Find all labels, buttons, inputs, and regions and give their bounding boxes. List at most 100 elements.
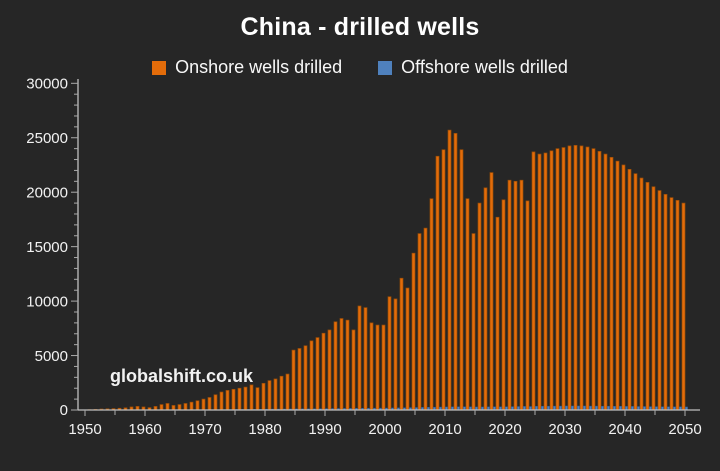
bar-onshore-2039 (615, 160, 620, 411)
bar-onshore-1988 (309, 340, 314, 411)
bar-onshore-1999 (375, 324, 380, 411)
bar-onshore-2008 (429, 198, 434, 411)
bar-onshore-2027 (543, 152, 548, 411)
x-axis-tick-label: 1960 (128, 421, 161, 438)
bar-onshore-1979 (255, 387, 260, 411)
bar-onshore-2016 (477, 202, 482, 411)
bar-onshore-1989 (315, 337, 320, 411)
y-axis-tick-label: 15000 (26, 239, 68, 256)
bar-onshore-1969 (195, 400, 200, 411)
legend-label-onshore: Onshore wells drilled (175, 57, 343, 77)
bar-onshore-1970 (201, 398, 206, 411)
bar-onshore-2003 (399, 277, 404, 411)
bar-onshore-2048 (669, 197, 674, 411)
bar-onshore-1990 (321, 332, 326, 411)
x-axis-tick-label: 2050 (668, 421, 701, 438)
bar-onshore-2002 (393, 298, 398, 411)
x-axis-tick-label: 2020 (488, 421, 521, 438)
bar-onshore-2044 (645, 182, 650, 411)
bar-onshore-1976 (237, 387, 242, 411)
bar-onshore-2009 (435, 155, 440, 411)
bar-onshore-1978 (249, 384, 254, 411)
bar-onshore-2012 (453, 133, 458, 411)
bar-onshore-2006 (417, 233, 422, 411)
bar-onshore-2033 (579, 145, 584, 411)
bar-onshore-1964 (165, 403, 170, 411)
legend-label-offshore: Offshore wells drilled (401, 57, 568, 77)
bar-onshore-1995 (351, 329, 356, 411)
bar-onshore-2037 (603, 153, 608, 411)
bar-onshore-2028 (549, 150, 554, 411)
bar-onshore-2049 (675, 200, 680, 411)
bar-onshore-2025 (531, 151, 536, 411)
bar-onshore-2026 (537, 153, 542, 411)
bar-onshore-1984 (285, 373, 290, 411)
x-axis-tick-label: 1980 (248, 421, 281, 438)
y-axis-tick-label: 10000 (26, 293, 68, 310)
bar-onshore-1980 (261, 382, 266, 411)
bar-onshore-1998 (369, 322, 374, 411)
bar-onshore-1993 (339, 318, 344, 411)
bar-onshore-2030 (561, 147, 566, 411)
x-axis-tick-label: 2010 (428, 421, 461, 438)
bar-onshore-1967 (183, 403, 188, 411)
bar-onshore-2014 (465, 198, 470, 411)
legend-swatch-onshore-icon (152, 60, 167, 75)
bar-onshore-1992 (333, 321, 338, 411)
y-axis-tick-label: 20000 (26, 184, 68, 201)
bar-onshore-2045 (651, 186, 656, 411)
bar-onshore-1994 (345, 319, 350, 411)
bar-onshore-2032 (573, 145, 578, 411)
bar-onshore-2013 (459, 149, 464, 411)
y-ticks-group: 0 5000 10000 15000 20000 25000 30000 (26, 76, 78, 419)
bar-onshore-1965 (171, 405, 176, 411)
bar-onshore-2004 (405, 287, 410, 411)
bar-onshore-2050 (681, 202, 686, 411)
bar-onshore-1973 (219, 391, 224, 411)
x-axis-tick-label: 1950 (68, 421, 101, 438)
bar-onshore-2034 (585, 146, 590, 411)
bar-onshore-2010 (441, 149, 446, 411)
legend: Onshore wells drilled Offshore wells dri… (0, 57, 720, 78)
axes-group (77, 79, 700, 411)
bar-onshore-1997 (363, 307, 368, 411)
bar-onshore-1991 (327, 329, 332, 411)
watermark: globalshift.co.uk (110, 366, 254, 386)
chart-title: China - drilled wells (240, 13, 480, 41)
bar-onshore-2018 (489, 172, 494, 411)
x-axis-tick-label: 1970 (188, 421, 221, 438)
bar-onshore-2017 (483, 187, 488, 411)
y-axis-tick-label: 0 (60, 402, 68, 419)
bar-onshore-1987 (303, 345, 308, 411)
legend-item-offshore: Offshore wells drilled (378, 57, 568, 78)
legend-swatch-offshore-icon (378, 60, 393, 75)
x-axis-tick-label: 2000 (368, 421, 401, 438)
bar-onshore-2041 (627, 168, 632, 411)
bar-onshore-2038 (609, 157, 614, 411)
bar-onshore-2043 (639, 177, 644, 411)
bar-onshore-1975 (231, 388, 236, 411)
bar-onshore-1982 (273, 378, 278, 411)
bar-onshore-2001 (387, 296, 392, 411)
bar-onshore-1985 (291, 349, 296, 411)
bar-onshore-1974 (225, 390, 230, 411)
bar-onshore-2024 (525, 200, 530, 411)
bar-onshore-2021 (507, 179, 512, 411)
bar-onshore-2035 (591, 148, 596, 411)
x-axis-tick-label: 1990 (308, 421, 341, 438)
bar-onshore-2046 (657, 190, 662, 411)
x-ticks-group: 1950 1960 1970 1980 1990 2000 2010 2020 2030 2040… (68, 410, 702, 438)
bar-onshore-2005 (411, 252, 416, 411)
bar-onshore-1971 (207, 397, 212, 411)
bar-onshore-2029 (555, 148, 560, 411)
bar-onshore-2042 (633, 173, 638, 411)
y-axis-tick-label: 30000 (26, 76, 68, 93)
bar-onshore-2020 (501, 199, 506, 411)
y-axis-tick-label: 25000 (26, 130, 68, 147)
bar-onshore-2015 (471, 233, 476, 411)
bar-onshore-2011 (447, 129, 452, 411)
bar-onshore-1966 (177, 404, 182, 411)
bar-onshore-1968 (189, 401, 194, 411)
bar-onshore-2019 (495, 216, 500, 411)
